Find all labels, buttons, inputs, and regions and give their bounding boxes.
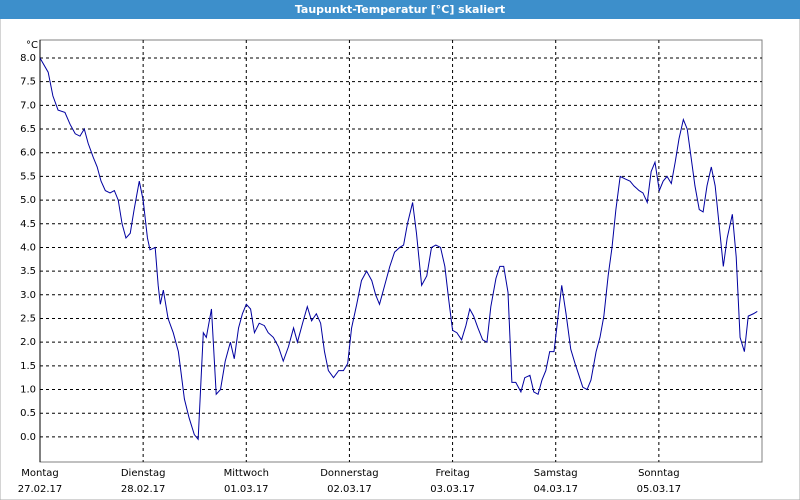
y-tick-label: 7.0 bbox=[20, 100, 36, 111]
y-tick-label: 1.5 bbox=[20, 361, 36, 372]
y-unit: °C bbox=[26, 40, 38, 51]
y-tick-label: 8.0 bbox=[20, 53, 36, 64]
y-tick-label: 6.0 bbox=[20, 148, 36, 159]
y-tick-label: 3.5 bbox=[20, 266, 36, 277]
x-tick-label: Donnerstag bbox=[320, 468, 378, 479]
data-line bbox=[39, 57, 758, 441]
y-tick-label: 6.5 bbox=[20, 124, 36, 135]
y-tick-label: 2.0 bbox=[20, 337, 36, 348]
y-tick-label: 1.0 bbox=[20, 385, 36, 396]
x-tick-label: Mittwoch bbox=[224, 468, 269, 479]
x-tick-label: Dienstag bbox=[121, 468, 166, 479]
x-tick-date: 01.03.17 bbox=[224, 484, 269, 495]
y-tick-label: 2.5 bbox=[20, 313, 36, 324]
x-tick-label: Samstag bbox=[534, 468, 578, 479]
y-tick-label: 4.5 bbox=[20, 219, 36, 230]
y-tick-label: 5.5 bbox=[20, 171, 36, 182]
x-tick-date: 03.03.17 bbox=[430, 484, 475, 495]
x-tick-date: 28.02.17 bbox=[121, 484, 166, 495]
x-tick-date: 05.03.17 bbox=[637, 484, 682, 495]
y-tick-label: 4.0 bbox=[20, 242, 36, 253]
x-tick-label: Freitag bbox=[435, 468, 469, 479]
x-tick-label: Montag bbox=[21, 468, 58, 479]
x-tick-date: 04.03.17 bbox=[533, 484, 578, 495]
chart-title: Taupunkt-Temperatur [°C] skaliert bbox=[295, 3, 505, 16]
y-tick-label: 3.0 bbox=[20, 290, 36, 301]
x-tick-date: 02.03.17 bbox=[327, 484, 372, 495]
x-tick-date: 27.02.17 bbox=[18, 484, 63, 495]
y-tick-label: 5.0 bbox=[20, 195, 36, 206]
y-tick-label: 0.0 bbox=[20, 432, 36, 443]
title-bar bbox=[0, 0, 800, 19]
y-tick-label: 7.5 bbox=[20, 77, 36, 88]
x-tick-label: Sonntag bbox=[638, 468, 680, 479]
y-tick-label: 0.5 bbox=[20, 408, 36, 419]
